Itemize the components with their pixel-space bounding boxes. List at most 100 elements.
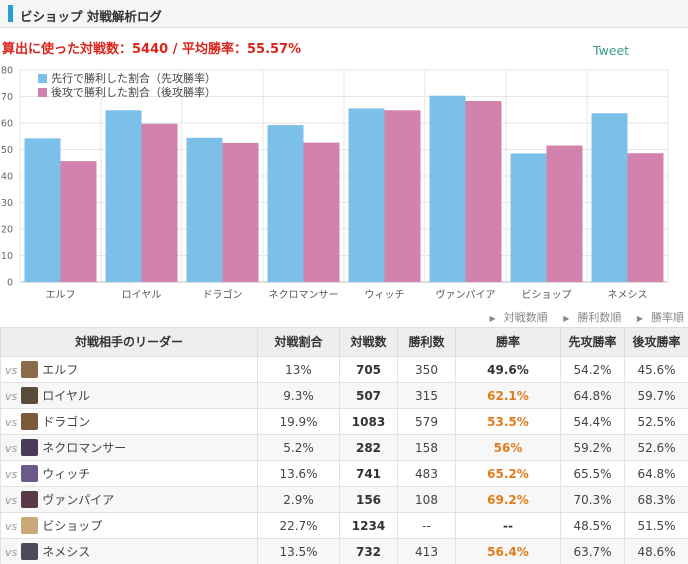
- legend-swatch-first: [38, 74, 47, 83]
- bar-first: [267, 125, 304, 283]
- leader-name: ビショップ: [42, 519, 103, 533]
- y-tick-label: 50: [1, 145, 13, 156]
- second-winrate-cell: 52.5%: [624, 408, 688, 435]
- wins-cell: 579: [397, 408, 456, 435]
- leader-avatar-icon: [21, 543, 39, 560]
- header-winrate[interactable]: 勝率: [455, 327, 561, 357]
- bar-first: [510, 153, 547, 282]
- leader-avatar-icon: [21, 387, 39, 404]
- bar-second: [384, 110, 421, 282]
- first-winrate-cell: 64.8%: [560, 382, 625, 409]
- leader-name: ウィッチ: [42, 467, 91, 481]
- leader-name: ネクロマンサー: [42, 441, 127, 455]
- y-tick-label: 80: [1, 66, 13, 77]
- leader-cell: vs ロイヤル: [0, 382, 258, 409]
- bar-second: [627, 153, 664, 282]
- leader-avatar-icon: [21, 517, 39, 534]
- games-cell: 732: [339, 538, 398, 564]
- x-tick-label: ウィッチ: [365, 289, 405, 301]
- vs-label: vs: [5, 390, 18, 403]
- y-tick-label: 70: [1, 92, 13, 103]
- tweet-button[interactable]: Tweet: [593, 43, 630, 58]
- matchup-table: 対戦相手のリーダー 対戦割合 対戦数 勝利数 勝率 先攻勝率 後攻勝率 vs エル…: [0, 327, 688, 564]
- sort-links: ▶ 対戦数順 ▶ 勝利数順 ▶ 勝率順: [478, 309, 684, 325]
- share-cell: 5.2%: [257, 434, 340, 461]
- table-row: vs ドラゴン 19.9% 1083 579 53.5% 54.4% 52.5%: [0, 408, 688, 435]
- bar-first: [591, 113, 628, 282]
- vs-label: vs: [5, 364, 18, 377]
- bar-second: [303, 142, 340, 282]
- winrate-cell: 62.1%: [455, 382, 561, 409]
- vs-label: vs: [5, 494, 18, 507]
- x-tick-label: ネメシス: [608, 289, 648, 301]
- first-winrate-cell: 70.3%: [560, 486, 625, 513]
- games-cell: 741: [339, 460, 398, 487]
- second-winrate-cell: 51.5%: [624, 512, 688, 539]
- bar-second: [141, 123, 178, 282]
- bar-second: [60, 161, 97, 282]
- share-cell: 13%: [257, 356, 340, 383]
- games-cell: 282: [339, 434, 398, 461]
- first-winrate-cell: 48.5%: [560, 512, 625, 539]
- vs-label: vs: [5, 468, 18, 481]
- bar-first: [105, 110, 142, 282]
- leader-avatar-icon: [21, 413, 39, 430]
- bar-first: [348, 108, 385, 282]
- leader-name: エルフ: [42, 363, 79, 377]
- bar-first: [186, 137, 223, 282]
- winrate-cell: 53.5%: [455, 408, 561, 435]
- first-winrate-cell: 63.7%: [560, 538, 625, 564]
- share-cell: 19.9%: [257, 408, 340, 435]
- legend-label-first: 先行で勝利した割合（先攻勝率）: [51, 71, 216, 85]
- table-row: vs ビショップ 22.7% 1234 -- -- 48.5% 51.5%: [0, 512, 688, 539]
- header-first-winrate[interactable]: 先攻勝率: [560, 327, 625, 357]
- share-cell: 13.6%: [257, 460, 340, 487]
- wins-cell: 315: [397, 382, 456, 409]
- second-winrate-cell: 45.6%: [624, 356, 688, 383]
- bar-second: [222, 142, 259, 282]
- header-leader[interactable]: 対戦相手のリーダー: [0, 327, 258, 357]
- triangle-right-icon: ▶: [636, 314, 643, 323]
- winrate-cell: 69.2%: [455, 486, 561, 513]
- sort-by-wins-link[interactable]: ▶ 勝利数順: [563, 311, 622, 324]
- games-cell: 507: [339, 382, 398, 409]
- vs-label: vs: [5, 416, 18, 429]
- triangle-right-icon: ▶: [489, 314, 496, 323]
- y-tick-label: 10: [1, 251, 13, 262]
- leader-avatar-icon: [21, 491, 39, 508]
- share-cell: 2.9%: [257, 486, 340, 513]
- header-games[interactable]: 対戦数: [339, 327, 398, 357]
- games-cell: 1234: [339, 512, 398, 539]
- bar-first: [429, 95, 466, 282]
- header-wins[interactable]: 勝利数: [397, 327, 456, 357]
- wins-cell: 350: [397, 356, 456, 383]
- second-winrate-cell: 48.6%: [624, 538, 688, 564]
- vs-label: vs: [5, 442, 18, 455]
- leader-cell: vs ドラゴン: [0, 408, 258, 435]
- games-cell: 705: [339, 356, 398, 383]
- wins-cell: 158: [397, 434, 456, 461]
- x-tick-label: ネクロマンサー: [269, 289, 339, 301]
- vs-label: vs: [5, 520, 18, 533]
- leader-cell: vs ネメシス: [0, 538, 258, 564]
- header-share[interactable]: 対戦割合: [257, 327, 340, 357]
- sort-by-winrate-link[interactable]: ▶ 勝率順: [636, 311, 684, 324]
- winrate-cell: --: [455, 512, 561, 539]
- bar-first: [24, 138, 61, 282]
- y-tick-label: 40: [1, 172, 13, 183]
- leader-cell: vs エルフ: [0, 356, 258, 383]
- y-tick-label: 0: [7, 278, 13, 289]
- x-tick-label: ロイヤル: [122, 290, 162, 301]
- summary-stats: 算出に使った対戦数：5440 / 平均勝率：55.57%: [2, 42, 302, 57]
- bar-second: [465, 101, 502, 282]
- header-second-winrate[interactable]: 後攻勝率: [624, 327, 688, 357]
- leader-avatar-icon: [21, 465, 39, 482]
- winrate-cell: 49.6%: [455, 356, 561, 383]
- table-row: vs ネメシス 13.5% 732 413 56.4% 63.7% 48.6%: [0, 538, 688, 564]
- sort-by-games-link[interactable]: ▶ 対戦数順: [489, 311, 548, 324]
- table-header-row: 対戦相手のリーダー 対戦割合 対戦数 勝利数 勝率 先攻勝率 後攻勝率: [0, 327, 688, 357]
- table-row: vs ウィッチ 13.6% 741 483 65.2% 65.5% 64.8%: [0, 460, 688, 487]
- share-cell: 13.5%: [257, 538, 340, 564]
- bar-second: [546, 145, 583, 282]
